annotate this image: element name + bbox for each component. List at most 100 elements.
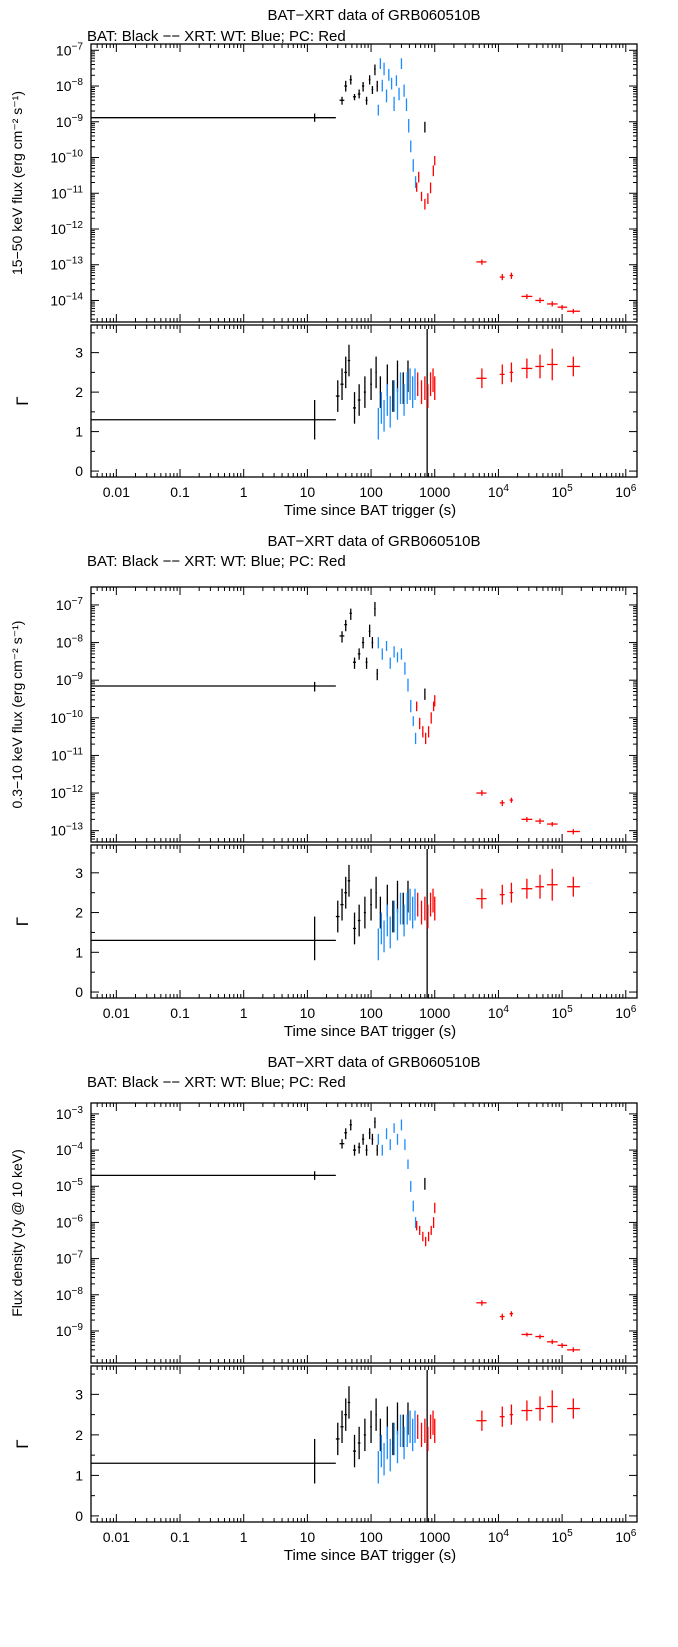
y-tick-label: 10−9: [56, 671, 83, 688]
data-point-bat: [370, 368, 372, 401]
y-tick-label: 10−9: [56, 113, 83, 130]
data-point-pc: [476, 790, 487, 796]
data-point-wt: [389, 1139, 391, 1151]
data-point-bat: [361, 81, 365, 92]
x-tick-label: 10: [300, 484, 316, 500]
y-tick-label: 10−11: [51, 746, 83, 763]
data-point-wt: [398, 87, 400, 101]
data-point-bat: [370, 1410, 372, 1443]
data-point-bat: [374, 601, 376, 617]
data-point-wt: [383, 1442, 385, 1476]
data-point-bat: [344, 1398, 348, 1431]
x-tick-label: 1: [240, 484, 248, 500]
y-tick-label: 10−14: [50, 291, 83, 308]
data-point-wt: [377, 104, 379, 116]
y-axis-label: Γ: [13, 396, 32, 405]
x-tick-label: 1000: [419, 484, 450, 500]
data-point-pc: [547, 868, 558, 901]
photon-index-panel: 0 1 2 3 Γ 0.01 0.1 1 10 100 1000 104 105 106 Time sinc…: [13, 324, 638, 519]
data-point-wt: [386, 1426, 388, 1460]
data-point-wt: [389, 1438, 391, 1472]
data-point-pc: [429, 182, 432, 194]
data-point-wt: [400, 648, 403, 660]
data-point-pc: [420, 191, 423, 202]
data-point-pc: [509, 1311, 514, 1317]
data-points: [91, 328, 580, 477]
y-tick-label: 0: [75, 1508, 83, 1524]
data-point-pc: [434, 1202, 436, 1214]
y-axis-label: 0.3−10 keV flux (erg cm⁻² s⁻¹): [9, 621, 25, 809]
data-point-bat: [368, 75, 371, 85]
data-point-pc: [521, 817, 533, 823]
data-point-pc: [424, 376, 426, 401]
data-point-wt: [383, 400, 385, 432]
flux-panel: 10−7 10−8 10−9 10−10 10−11 10−12 10−13 0.3−10 k…: [9, 586, 638, 843]
flux-panel: 10−7 10−8 10−9 10−10 10−11 10−12 10−13 10−14 15−…: [9, 41, 638, 323]
data-point-bat: [376, 80, 378, 92]
data-point-wt: [400, 1119, 403, 1131]
data-point-bat: [347, 344, 351, 377]
data-point-pc: [535, 1396, 545, 1421]
y-tick-label: 1: [75, 1467, 83, 1483]
plot-frame: [90, 324, 638, 478]
data-point-pc: [419, 717, 421, 730]
data-point-wt: [389, 916, 391, 949]
x-tick-label: 1: [240, 1529, 248, 1545]
y-tick-label: 2: [75, 1427, 83, 1443]
x-tick-label: 105: [552, 483, 574, 500]
data-point-wt: [389, 396, 391, 428]
x-tick-label: 10: [300, 1529, 316, 1545]
data-point-pc: [509, 797, 514, 803]
x-tick-label: 100: [359, 1529, 383, 1545]
x-axis-label: Time since BAT trigger (s): [284, 502, 456, 519]
chart-subtitle: BAT: Black −− XRT: WT: Blue; PC: Red: [87, 28, 346, 45]
data-point-bat: [368, 1128, 371, 1140]
data-point-pc: [424, 198, 426, 210]
data-point-pc: [432, 1217, 435, 1229]
data-point-bat: [357, 89, 361, 99]
data-point-pc: [499, 884, 505, 905]
x-tick-label: 104: [488, 1004, 510, 1021]
data-point-bat: [375, 1398, 377, 1431]
x-tick-label: 106: [615, 483, 637, 500]
data-point-pc: [432, 888, 434, 913]
data-point-wt: [386, 904, 388, 937]
data-point-bat: [402, 892, 404, 925]
data-point-pc: [509, 882, 514, 903]
data-point-bat: [371, 1133, 374, 1145]
data-point-pc: [476, 1300, 487, 1306]
data-point-pc: [557, 304, 568, 310]
data-point-bat: [335, 380, 340, 412]
data-point-wt: [377, 1451, 379, 1484]
data-point-pc: [476, 259, 487, 265]
data-point-bat: [374, 1117, 376, 1129]
x-tick-label: 10: [300, 1005, 316, 1021]
data-point-wt: [380, 392, 382, 424]
data-point-wt: [380, 912, 382, 945]
y-tick-label: 10−13: [50, 822, 83, 839]
data-point-pc: [521, 1332, 533, 1337]
data-point-pc: [567, 829, 580, 835]
data-point-wt: [377, 407, 379, 440]
data-point-pc: [429, 372, 432, 397]
data-point-wt: [388, 68, 390, 81]
flux-panel: 10−3 10−4 10−5 10−6 10−7 10−8 10−9 Flux density…: [9, 1102, 638, 1364]
x-tick-label: 0.1: [170, 1005, 190, 1021]
plot-frame: [90, 1365, 638, 1523]
y-tick-label: 3: [75, 865, 83, 881]
data-point-bat: [361, 1133, 365, 1145]
data-point-wt: [381, 1144, 383, 1156]
data-point-wt: [381, 79, 383, 92]
y-tick-label: 10−5: [56, 1177, 83, 1194]
data-point-bat: [349, 608, 352, 620]
data-point-bat: [357, 1142, 361, 1154]
x-tick-label: 0.01: [103, 484, 130, 500]
data-point-bat: [396, 360, 399, 393]
data-point-wt: [390, 77, 393, 90]
data-point-pc: [499, 1406, 505, 1427]
data-point-pc: [557, 1343, 568, 1348]
data-points: [91, 601, 580, 835]
data-point-bat: [426, 848, 428, 998]
chart-subtitle: BAT: Black −− XRT: WT: Blue; PC: Red: [87, 1074, 346, 1091]
